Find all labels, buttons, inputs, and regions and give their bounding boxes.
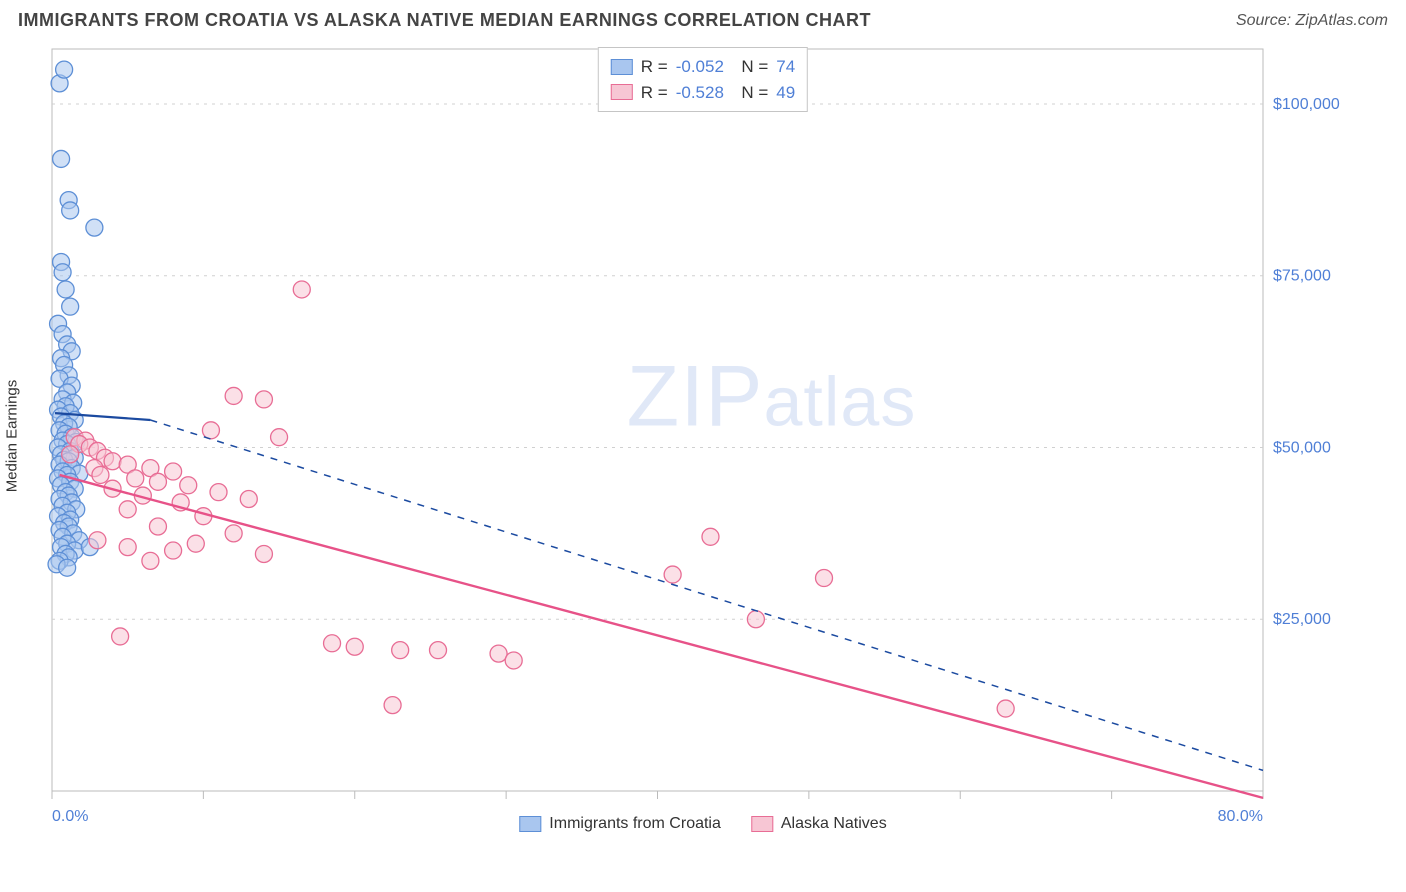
- stats-row: R = -0.052 N = 74: [611, 54, 795, 80]
- svg-text:$50,000: $50,000: [1273, 439, 1331, 456]
- data-point: [127, 470, 144, 487]
- stats-legend: R = -0.052 N = 74 R = -0.528 N = 49: [598, 47, 808, 112]
- data-point: [702, 528, 719, 545]
- legend-item: Alaska Natives: [751, 815, 887, 833]
- stats-row: R = -0.528 N = 49: [611, 80, 795, 106]
- chart-container: Median Earnings $25,000$50,000$75,000$10…: [18, 41, 1388, 831]
- data-point: [62, 298, 79, 315]
- data-point: [324, 635, 341, 652]
- scatter-plot: $25,000 $50,000 $75,000 $100,000 0.0% 80.0%: [18, 41, 1358, 831]
- data-point: [119, 501, 136, 518]
- data-point: [62, 202, 79, 219]
- data-point: [187, 535, 204, 552]
- data-point: [505, 652, 522, 669]
- data-point: [92, 466, 109, 483]
- data-point: [225, 525, 242, 542]
- svg-text:0.0%: 0.0%: [52, 808, 88, 825]
- data-point: [255, 545, 272, 562]
- data-point: [240, 491, 257, 508]
- data-point: [165, 463, 182, 480]
- data-point: [104, 453, 121, 470]
- data-point: [384, 697, 401, 714]
- data-point: [86, 219, 103, 236]
- data-point: [57, 281, 74, 298]
- data-point: [149, 518, 166, 535]
- data-point: [430, 642, 447, 659]
- svg-text:80.0%: 80.0%: [1218, 808, 1263, 825]
- data-point: [202, 422, 219, 439]
- data-point: [346, 638, 363, 655]
- data-point: [180, 477, 197, 494]
- data-point: [747, 611, 764, 628]
- data-point: [142, 552, 159, 569]
- chart-title: IMMIGRANTS FROM CROATIA VS ALASKA NATIVE…: [18, 10, 871, 31]
- data-point: [816, 570, 833, 587]
- data-point: [293, 281, 310, 298]
- data-point: [54, 264, 71, 281]
- data-point: [62, 446, 79, 463]
- series-legend: Immigrants from Croatia Alaska Natives: [519, 815, 886, 833]
- data-point: [89, 532, 106, 549]
- legend-item: Immigrants from Croatia: [519, 815, 721, 833]
- svg-text:$100,000: $100,000: [1273, 96, 1340, 113]
- data-point: [165, 542, 182, 559]
- y-axis-label: Median Earnings: [4, 380, 21, 493]
- data-point: [112, 628, 129, 645]
- data-point: [210, 484, 227, 501]
- data-point: [59, 559, 76, 576]
- data-point: [664, 566, 681, 583]
- data-point: [271, 429, 288, 446]
- data-point: [56, 61, 73, 78]
- data-point: [392, 642, 409, 659]
- data-point: [255, 391, 272, 408]
- data-point: [225, 387, 242, 404]
- data-point: [53, 150, 70, 167]
- source-attribution: Source: ZipAtlas.com: [1236, 12, 1388, 30]
- data-point: [119, 539, 136, 556]
- data-point: [997, 700, 1014, 717]
- svg-text:$75,000: $75,000: [1273, 268, 1331, 285]
- data-point: [490, 645, 507, 662]
- data-point: [149, 473, 166, 490]
- svg-text:$25,000: $25,000: [1273, 611, 1331, 628]
